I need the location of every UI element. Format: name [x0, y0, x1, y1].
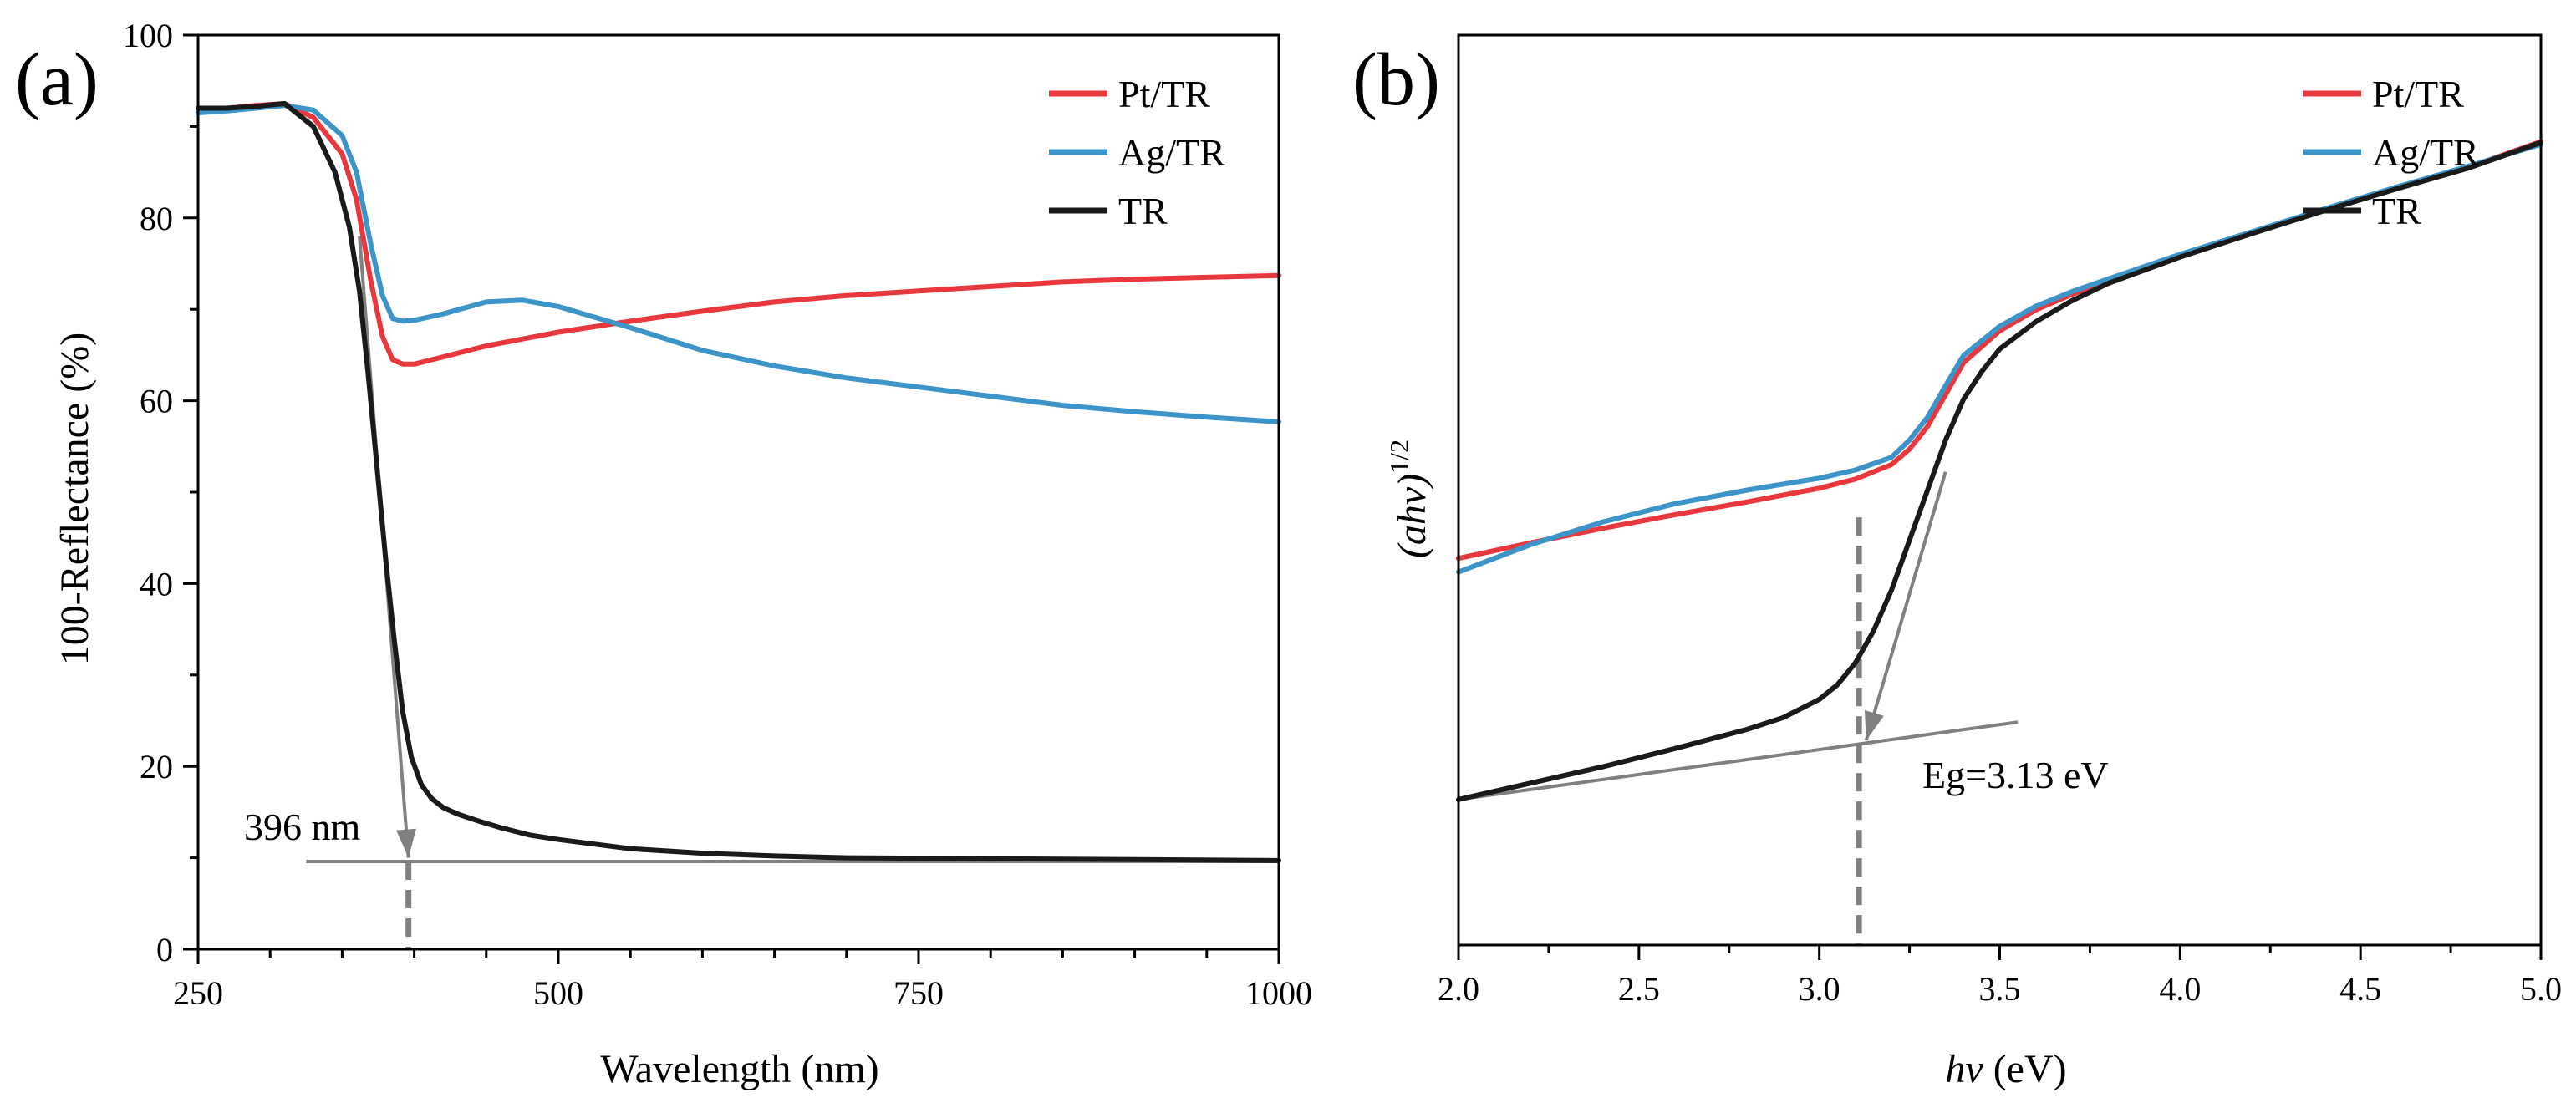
x-tick-label: 1000 — [1245, 974, 1312, 1012]
x-tick-label: 4.0 — [2159, 970, 2201, 1008]
panel-b-x-axis-title: hv (eV) — [1945, 1047, 2066, 1091]
panel-b-annotation-eg: Eg=3.13 eV — [1922, 754, 2109, 796]
baseline-guide — [1458, 720, 2019, 801]
y-tick-label: 80 — [140, 200, 173, 237]
panel-a-gridless-plot-area: 250 500 750 1000 0 20 40 60 80 100 — [123, 17, 1312, 1012]
legend-a-label-ag: Ag/TR — [1118, 131, 1225, 174]
panel-b-label: (b) — [1352, 38, 1440, 121]
x-tick-label: 500 — [533, 974, 583, 1012]
x-tick-label: 3.5 — [1979, 970, 2021, 1008]
y-tick-label: 40 — [140, 565, 173, 602]
arrow-head — [396, 828, 416, 858]
legend-b-label-pt: Pt/TR — [2372, 73, 2464, 115]
series-line-tr — [1456, 140, 2543, 802]
panel-b-series — [1456, 139, 2543, 802]
y-tick-label: 60 — [140, 383, 173, 420]
legend-b-label-tr: TR — [2372, 190, 2421, 232]
panel-b-guides — [1458, 471, 2019, 945]
legend-a-label-pt: Pt/TR — [1118, 73, 1210, 115]
panel-a-guides — [306, 236, 1279, 949]
x-tick-label: 750 — [893, 974, 944, 1012]
x-tick-label: 5.0 — [2520, 970, 2562, 1008]
x-tick-label: 3.0 — [1799, 970, 1840, 1008]
x-tick-label: 2.0 — [1438, 970, 1479, 1008]
panel-b-chart: (b) 2.0 2.5 3.0 3.5 4.0 4.5 5.0 hv (eV) (ahv)1… — [1352, 33, 2562, 1091]
tangent-arrow-line — [1864, 471, 1947, 741]
x-tick-label: 250 — [173, 974, 223, 1012]
x-tick-label: 4.5 — [2339, 970, 2381, 1008]
series-line-tr — [196, 101, 1281, 863]
panel-a-legend: Pt/TR Ag/TR TR — [1049, 73, 1225, 232]
panel-a-x-axis-title: Wavelength (nm) — [600, 1047, 878, 1091]
panel-b-axes: 2.0 2.5 3.0 3.5 4.0 4.5 5.0 — [1438, 33, 2562, 1008]
panel-b-plot-area: 2.0 2.5 3.0 3.5 4.0 4.5 5.0 — [1438, 33, 2562, 1008]
y-tick-label: 0 — [156, 931, 173, 968]
panel-b-y-axis-title: (ahv)1/2 — [1384, 440, 1434, 558]
legend-a-label-tr: TR — [1118, 190, 1168, 232]
panel-b-legend: Pt/TR Ag/TR TR — [2303, 73, 2479, 232]
panel-a-label: (a) — [15, 38, 99, 121]
panel-a-series — [196, 101, 1281, 863]
x-tick-label: 2.5 — [1618, 970, 1660, 1008]
series-line-pt-tr — [196, 101, 1281, 367]
panel-a-annotation-396nm: 396 nm — [244, 806, 361, 848]
panel-a-chart: (a) 250 500 750 1000 0 20 40 60 80 100 Wavelength… — [15, 17, 1312, 1091]
legend-b-label-ag: Ag/TR — [2372, 131, 2479, 174]
y-tick-label: 20 — [140, 748, 173, 785]
series-line-ag-tr — [196, 103, 1281, 424]
arrow-head — [1864, 709, 1884, 740]
panel-a-y-axis-title: 100-Reflectance (%) — [53, 333, 97, 665]
panel-a-axes: 250 500 750 1000 0 20 40 60 80 100 — [123, 17, 1312, 1012]
y-tick-label: 100 — [123, 17, 173, 54]
